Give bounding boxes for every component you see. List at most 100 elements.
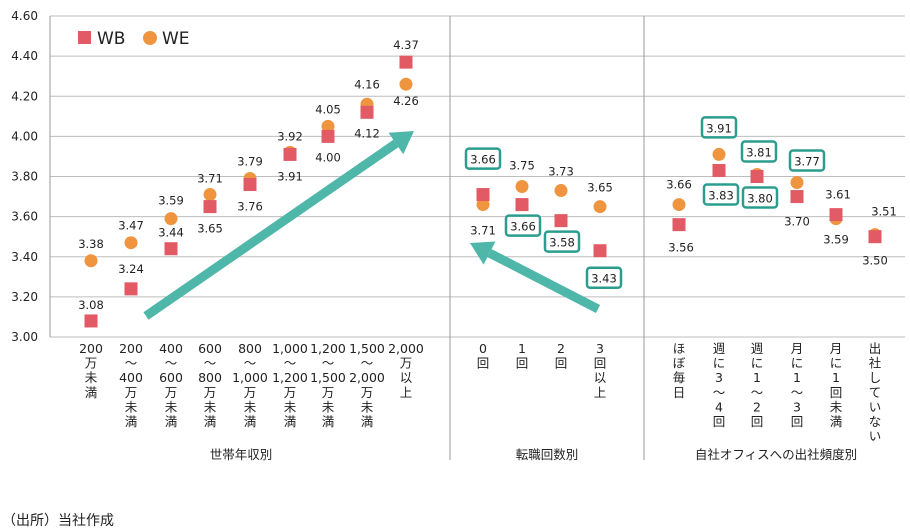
x-category-label: ～ [751, 385, 764, 400]
x-category-label: 満 [830, 414, 843, 429]
WB-point [868, 230, 882, 244]
y-tick-label: 4.60 [11, 9, 38, 23]
value-label: 3.65 [587, 181, 613, 195]
x-category-label: ～ [165, 356, 178, 371]
x-category-label: 満 [322, 414, 335, 429]
value-label: 4.16 [354, 77, 380, 91]
WE-point [399, 77, 413, 91]
trend-arrow-income-shaft [143, 139, 399, 320]
x-category-label: 満 [165, 414, 178, 429]
value-label: 3.91 [706, 121, 732, 135]
value-label: 3.08 [78, 298, 104, 312]
WB-point [712, 163, 726, 177]
x-category-label: 未 [85, 370, 98, 385]
y-tick-label: 4.20 [11, 89, 38, 103]
value-label-box [504, 214, 542, 237]
x-category-label: 400 [119, 370, 143, 385]
x-category-label: な [869, 414, 882, 429]
x-category-label: 未 [125, 399, 138, 414]
WE-point [321, 119, 335, 133]
WB-point [672, 218, 686, 232]
x-category-label: 回 [751, 414, 764, 429]
WE-point [203, 188, 217, 202]
x-category-label: 万 [204, 385, 217, 400]
value-label: 3.44 [158, 226, 184, 240]
x-category-label: 万 [400, 356, 413, 371]
WE-point [476, 198, 490, 212]
x-category-label: 1 [793, 370, 801, 385]
value-label-box [788, 149, 826, 172]
x-category-label: ～ [713, 385, 726, 400]
x-category-label: 未 [165, 399, 178, 414]
x-category-label: 回 [791, 414, 804, 429]
group-title: 自社オフィスへの出社頻度別 [695, 447, 857, 462]
x-category-label: 上 [400, 385, 413, 400]
x-category-label: 1,200 [310, 341, 346, 356]
value-label: 3.71 [197, 172, 223, 186]
x-category-label: 400 [159, 341, 183, 356]
value-label: 3.65 [197, 222, 223, 236]
value-label: 3.50 [862, 254, 888, 268]
WE-point [84, 254, 98, 268]
WE-point [554, 184, 568, 198]
value-label: 3.81 [746, 145, 772, 159]
x-category-label: 1,000 [232, 370, 268, 385]
x-category-label: し [869, 370, 882, 385]
x-category-label: 800 [198, 370, 222, 385]
legend-WE-label: WE [162, 29, 190, 49]
WB-point [283, 147, 297, 161]
value-label: 3.80 [747, 192, 773, 206]
source-note: （出所）当社作成 [2, 513, 114, 529]
value-label: 4.12 [354, 126, 380, 140]
x-category-label: 回 [477, 356, 490, 371]
value-label: 4.05 [315, 102, 341, 116]
x-category-label: 週 [713, 341, 726, 356]
x-category-label: ～ [361, 356, 374, 371]
y-tick-label: 4.40 [11, 49, 38, 63]
group-title: 世帯年収別 [210, 447, 273, 462]
WB-point [164, 242, 178, 256]
value-label: 3.73 [548, 165, 574, 179]
x-category-label: 1,500 [349, 341, 385, 356]
x-category-label: 回 [713, 414, 726, 429]
value-label: 3.91 [277, 169, 303, 183]
value-label-box [543, 230, 581, 253]
x-category-label: 2,000 [388, 341, 424, 356]
x-category-label: 4 [715, 399, 723, 414]
WE-point [593, 200, 607, 214]
value-label: 4.26 [393, 94, 419, 108]
y-tick-label: 3.20 [11, 290, 38, 304]
value-label: 3.51 [871, 205, 897, 219]
x-category-label: 未 [244, 399, 257, 414]
WE-point [515, 180, 529, 194]
x-category-label: 200 [119, 341, 143, 356]
WB-point [829, 208, 843, 222]
x-category-label: 以 [594, 370, 607, 385]
trend-arrow-jobchange-head [470, 241, 496, 265]
x-category-label: 回 [830, 385, 843, 400]
value-label: 3.77 [794, 155, 820, 169]
x-category-label: 200 [79, 341, 103, 356]
value-label-box [464, 147, 502, 170]
x-category-label: 600 [198, 341, 222, 356]
WB-point [399, 55, 413, 69]
x-category-label: 満 [284, 414, 297, 429]
x-category-label: ～ [204, 356, 217, 371]
x-category-label: ～ [791, 385, 804, 400]
group-title: 転職回数別 [516, 447, 579, 462]
x-category-label: 0 [479, 341, 487, 356]
x-category-label: に [751, 356, 764, 371]
x-category-label: 未 [361, 399, 374, 414]
x-category-label: に [791, 356, 804, 371]
value-label-box [741, 186, 779, 209]
value-label: 3.59 [158, 194, 184, 208]
value-label: 3.59 [823, 233, 849, 247]
x-category-label: 以 [400, 370, 413, 385]
x-category-label: 万 [125, 385, 138, 400]
value-label: 3.24 [118, 262, 144, 276]
value-label: 3.92 [277, 129, 303, 143]
y-tick-label: 3.40 [11, 250, 38, 264]
y-tick-label: 3.80 [11, 170, 38, 184]
x-category-label: 万 [284, 385, 297, 400]
